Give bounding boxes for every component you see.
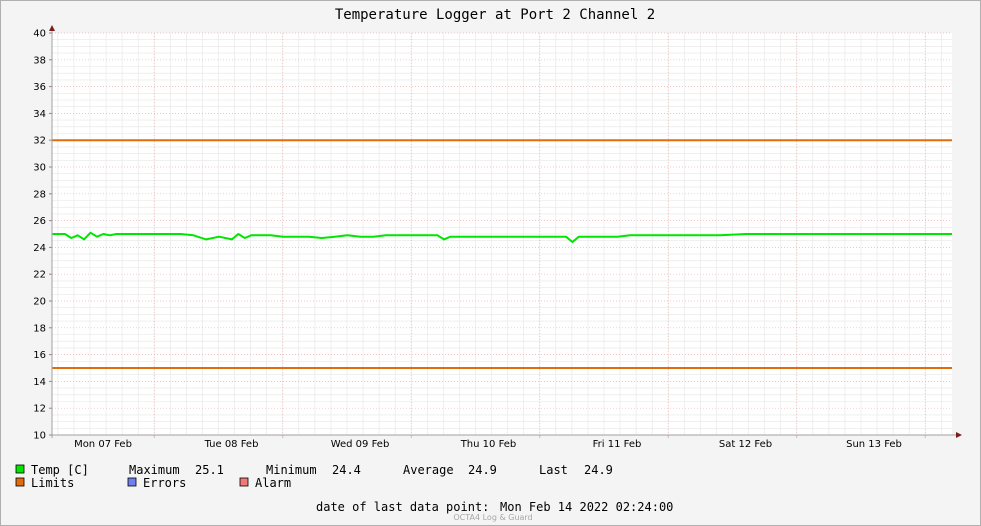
x-tick-label: Sun 13 Feb: [846, 439, 902, 450]
y-tick-label: 36: [33, 82, 46, 93]
last-point-label: date of last data point:: [316, 500, 489, 514]
y-tick-label: 32: [33, 136, 46, 147]
y-tick-label: 20: [33, 297, 46, 308]
legend-alarm: Alarm: [255, 476, 291, 490]
y-tick-label: 12: [33, 404, 46, 415]
last-point-value: Mon Feb 14 2022 02:24:00: [500, 500, 673, 514]
y-axis-arrow: [49, 25, 55, 31]
legend-avg-label: Average: [403, 463, 454, 477]
legend-avg-value: 24.9: [468, 463, 497, 477]
limits-swatch: [15, 477, 25, 487]
y-tick-label: 14: [33, 377, 46, 388]
legend-last-label: Last: [539, 463, 568, 477]
legend-last-value: 24.9: [584, 463, 613, 477]
x-tick-label: Fri 11 Feb: [593, 439, 642, 450]
legend-temp: Temp [C]: [31, 463, 89, 477]
y-tick-label: 10: [33, 431, 46, 442]
y-axis-ticks: 10 12 14 16 18 20 22 24 26 28 30 32 34 36 38 40: [33, 29, 52, 442]
legend-limits: Limits: [31, 476, 74, 490]
legend-min-label: Minimum: [266, 463, 317, 477]
y-tick-label: 34: [33, 109, 46, 120]
errors-swatch: [127, 477, 137, 487]
x-axis-arrow: [956, 432, 962, 438]
x-tick-label: Sat 12 Feb: [719, 439, 772, 450]
y-tick-label: 18: [33, 323, 46, 334]
y-tick-label: 26: [33, 216, 46, 227]
y-tick-label: 28: [33, 189, 46, 200]
series-lines: [52, 231, 953, 243]
temp-series-line: [52, 231, 953, 243]
y-tick-label: 22: [33, 270, 46, 281]
x-tick-label: Thu 10 Feb: [460, 439, 517, 450]
chart-title: Temperature Logger at Port 2 Channel 2: [335, 7, 655, 23]
y-tick-label: 38: [33, 55, 46, 66]
axes: [49, 25, 962, 438]
limit-lines: [52, 139, 952, 369]
y-tick-label: 30: [33, 163, 46, 174]
x-tick-label: Mon 07 Feb: [74, 439, 132, 450]
y-tick-label: 24: [33, 243, 46, 254]
legend-max-value: 25.1: [195, 463, 224, 477]
y-tick-label: 40: [33, 29, 46, 40]
x-axis-ticks: Mon 07 Feb Tue 08 Feb Wed 09 Feb Thu 10 Feb…: [74, 435, 926, 450]
legend-max-label: Maximum: [129, 463, 180, 477]
x-tick-label: Tue 08 Feb: [204, 439, 259, 450]
x-tick-label: Wed 09 Feb: [331, 439, 390, 450]
y-tick-label: 16: [33, 350, 46, 361]
temp-swatch: [15, 464, 25, 474]
legend-errors: Errors: [143, 476, 186, 490]
legend-min-value: 24.4: [332, 463, 361, 477]
alarm-swatch: [239, 477, 249, 487]
watermark: OCTA4 Log & Guard: [453, 513, 532, 522]
minor-grid: [52, 33, 952, 435]
